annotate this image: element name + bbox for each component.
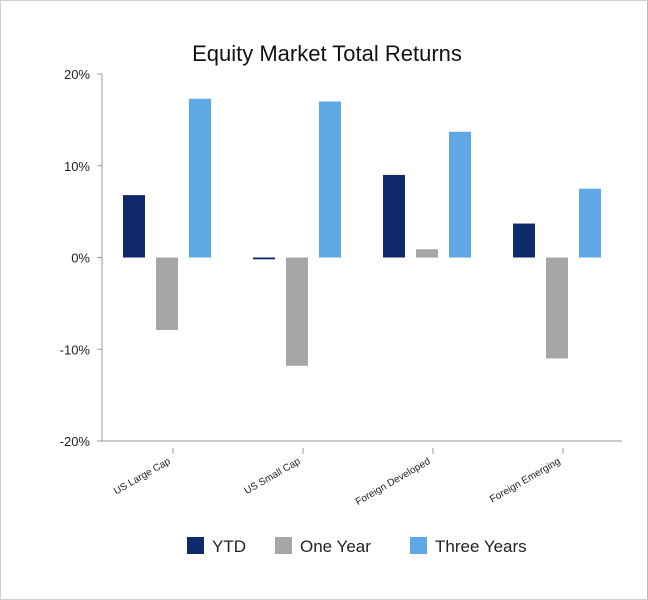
bar-ytd (513, 223, 535, 258)
y-tick-label: 0% (71, 251, 90, 266)
bar-three-years (579, 188, 601, 258)
legend-label-ytd: YTD (212, 537, 246, 556)
bars (123, 98, 601, 366)
bar-three-years (319, 101, 341, 258)
bar-ytd (383, 174, 405, 258)
chart-title: Equity Market Total Returns (192, 41, 462, 66)
bar-one-year (286, 257, 308, 366)
y-tick-label: -20% (60, 434, 91, 449)
x-tick-label: US Large Cap (112, 456, 173, 497)
x-tick-label: Foreign Developed (354, 456, 433, 508)
bar-one-year (546, 257, 568, 359)
bar-three-years (449, 131, 471, 258)
bar-one-year (156, 257, 178, 330)
legend-swatch-ytd (187, 537, 204, 554)
y-tick-label: 20% (64, 67, 90, 82)
legend-swatch-three-years (410, 537, 427, 554)
bar-ytd (123, 195, 145, 258)
bar-one-year (416, 249, 438, 258)
bar-three-years (189, 98, 211, 258)
y-tick-label: -10% (60, 342, 91, 357)
bar-ytd (253, 257, 275, 260)
legend-swatch-one-year (275, 537, 292, 554)
legend-label-three-years: Three Years (435, 537, 527, 556)
y-tick-label: 10% (64, 159, 90, 174)
legend-label-one-year: One Year (300, 537, 371, 556)
x-tick-label: Foreign Emerging (488, 456, 562, 505)
legend: YTD One Year Three Years (187, 537, 527, 556)
x-tick-label: US Small Cap (243, 456, 303, 497)
